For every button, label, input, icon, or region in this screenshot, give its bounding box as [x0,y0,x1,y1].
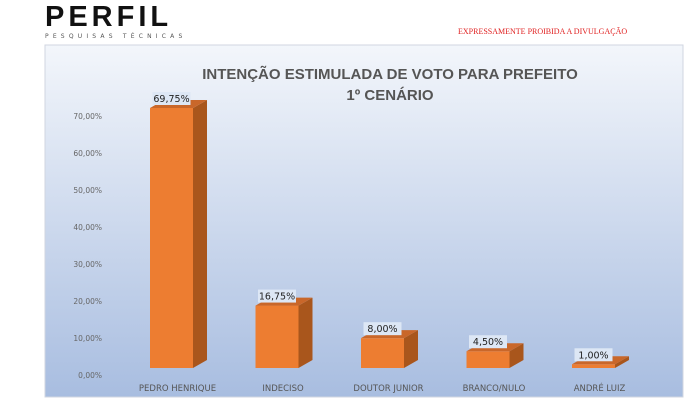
logo: PERFIL PESQUISAS TÉCNICAS [45,2,186,41]
y-tick-label: 40,00% [73,223,102,232]
data-label-box [258,289,296,303]
data-label: 1,00% [578,350,608,361]
chart-title: INTENÇÃO ESTIMULADA DE VOTO PARA PREFEIT… [202,65,578,83]
y-tick-label: 50,00% [73,186,102,195]
bar-side [404,330,418,368]
y-tick-label: 0,00% [78,371,102,380]
x-tick-label: ANDRÉ LUIZ [574,382,626,394]
bar-front [255,305,299,368]
bar-front [572,364,615,368]
chart-subtitle: 1º CENÁRIO [346,87,433,104]
disclosure-notice: EXPRESSAMENTE PROIBIDA A DIVULGAÇÃO [458,27,628,36]
bar-side [298,297,313,368]
y-tick-label: 70,00% [73,112,102,121]
data-label-box [469,335,507,349]
y-tick-label: 10,00% [73,334,102,343]
data-label: 16,75% [259,292,295,303]
bar-side [193,100,207,368]
x-tick-label: INDECISO [262,384,304,394]
y-tick-label: 20,00% [73,297,102,306]
x-tick-label: PEDRO HENRIQUE [139,384,216,394]
bar-front [466,351,510,368]
data-label: 8,00% [367,324,397,335]
x-tick-label: BRANCO/NULO [463,384,526,394]
data-label: 4,50% [473,337,503,348]
logo-subtitle: PESQUISAS TÉCNICAS [45,33,187,40]
data-label-box [574,348,613,362]
data-label: 69,75% [153,94,189,105]
x-tick-label: DOUTOR JUNIOR [353,384,423,394]
data-label-box [152,92,191,105]
bar-front [361,338,404,368]
y-tick-label: 30,00% [73,260,102,269]
bar-side [509,343,524,368]
logo-text: PERFIL [45,1,173,33]
y-tick-label: 60,00% [73,149,102,158]
bar-side [615,356,629,368]
bar-front [150,108,193,368]
data-label-box [363,322,402,336]
